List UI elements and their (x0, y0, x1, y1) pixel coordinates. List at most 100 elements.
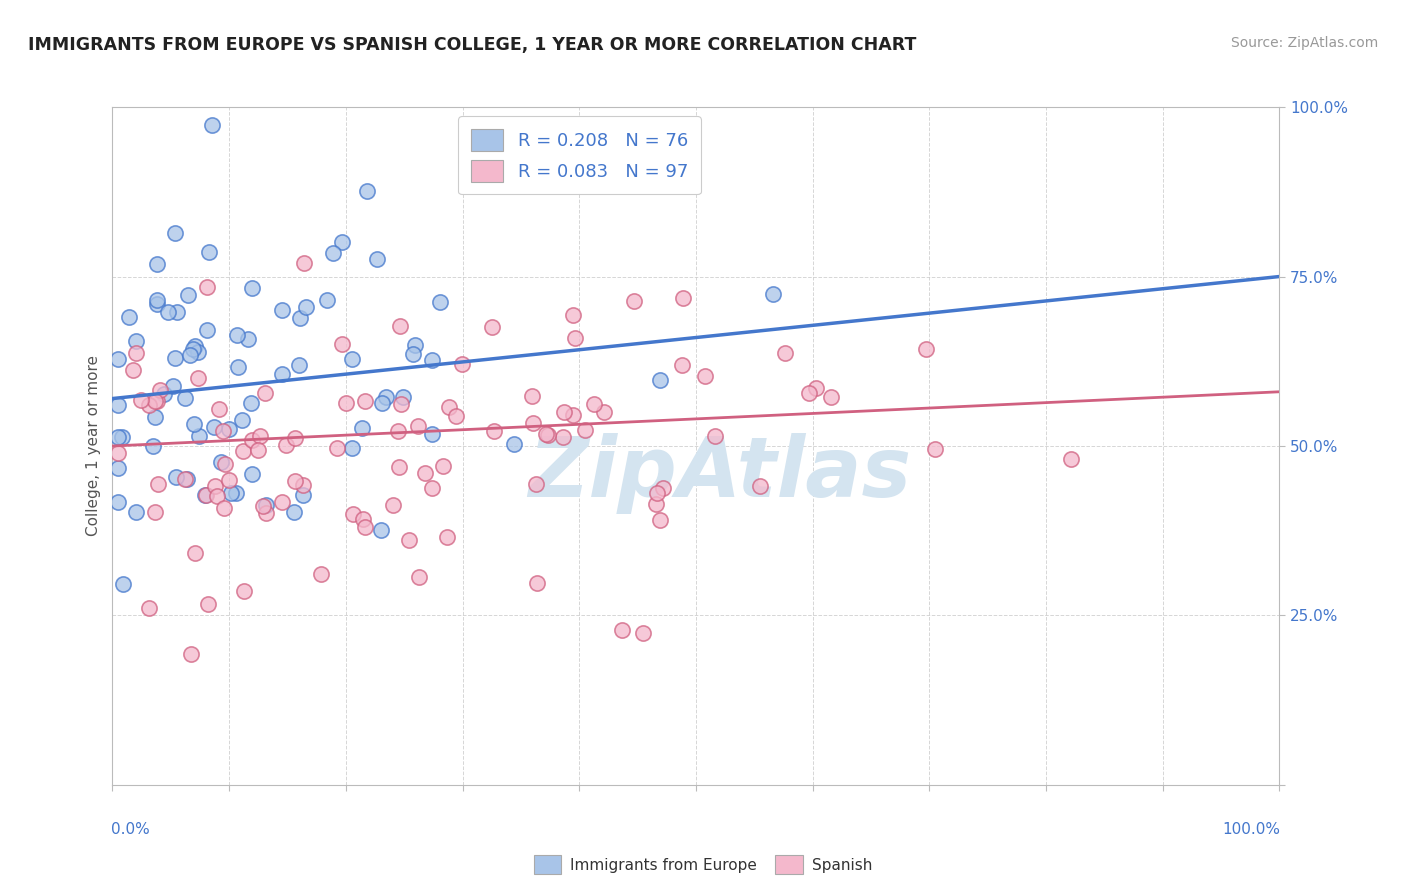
Point (439, 401, 461, 415)
Legend: Immigrants from Europe, Spanish: Immigrants from Europe, Spanish (527, 849, 879, 880)
Point (125, 346, 148, 360)
Point (143, 393, 166, 408)
Point (342, 351, 364, 366)
Point (208, 402, 231, 417)
Point (214, 457, 236, 471)
Point (382, 498, 405, 512)
Point (162, 379, 184, 393)
Point (562, 408, 585, 422)
Point (335, 396, 357, 410)
Point (271, 368, 294, 382)
Point (284, 474, 307, 488)
Legend: R = 0.208   N = 76, R = 0.083   N = 97: R = 0.208 N = 76, R = 0.083 N = 97 (458, 116, 700, 194)
Point (240, 281, 263, 295)
Point (404, 337, 426, 351)
Point (389, 397, 412, 411)
Point (288, 358, 311, 372)
Point (254, 499, 277, 513)
Point (820, 390, 842, 404)
Point (174, 392, 197, 406)
Point (408, 569, 430, 583)
Point (695, 368, 717, 383)
Point (375, 390, 398, 404)
Point (205, 489, 228, 503)
Point (204, 479, 226, 493)
Point (111, 430, 134, 444)
Point (553, 430, 575, 444)
Point (325, 441, 347, 455)
Point (387, 424, 409, 438)
Point (420, 481, 443, 495)
Point (181, 342, 204, 356)
Point (107, 494, 129, 508)
Point (212, 501, 235, 516)
Point (450, 357, 472, 371)
Point (524, 476, 547, 491)
Point (125, 505, 148, 519)
Point (672, 291, 695, 305)
Point (225, 485, 247, 500)
Point (177, 288, 200, 302)
Point (254, 386, 277, 401)
Point (290, 311, 312, 326)
Point (398, 533, 420, 548)
Point (153, 387, 176, 401)
Point (145, 257, 167, 271)
Point (188, 429, 211, 443)
Point (218, 422, 240, 436)
Point (209, 455, 232, 469)
Point (316, 293, 339, 307)
Point (623, 294, 645, 309)
Point (402, 347, 425, 361)
Point (353, 393, 375, 408)
Text: ZipAtlas: ZipAtlas (527, 433, 911, 514)
Point (183, 339, 205, 353)
Point (436, 530, 458, 544)
Point (202, 420, 225, 434)
Point (249, 428, 271, 442)
Point (111, 577, 134, 591)
Point (309, 566, 332, 581)
Point (340, 441, 363, 455)
Point (352, 512, 374, 526)
Point (252, 499, 274, 513)
Point (240, 433, 263, 447)
Point (342, 508, 364, 522)
Point (218, 473, 240, 487)
Point (915, 342, 938, 356)
Point (432, 458, 454, 473)
Point (422, 353, 444, 368)
Point (107, 398, 129, 412)
Point (129, 393, 152, 408)
Point (240, 396, 263, 410)
Point (413, 466, 436, 480)
Point (180, 647, 202, 661)
Point (165, 470, 187, 484)
Point (631, 625, 654, 640)
Point (219, 486, 242, 500)
Point (176, 472, 198, 486)
Point (143, 409, 166, 424)
Point (246, 443, 269, 458)
Point (138, 601, 160, 615)
Point (522, 389, 544, 403)
Point (187, 344, 209, 359)
Point (183, 417, 205, 431)
Point (149, 383, 172, 397)
Point (163, 351, 186, 366)
Point (225, 327, 247, 342)
Point (174, 472, 197, 486)
Point (924, 442, 946, 456)
Point (195, 323, 218, 337)
Point (145, 293, 167, 307)
Point (198, 245, 221, 260)
Point (352, 421, 374, 435)
Point (457, 173, 479, 187)
Point (295, 300, 318, 314)
Point (389, 318, 412, 333)
Point (271, 302, 294, 317)
Point (420, 427, 443, 442)
Point (122, 363, 145, 377)
Point (553, 405, 575, 419)
Point (574, 423, 596, 437)
